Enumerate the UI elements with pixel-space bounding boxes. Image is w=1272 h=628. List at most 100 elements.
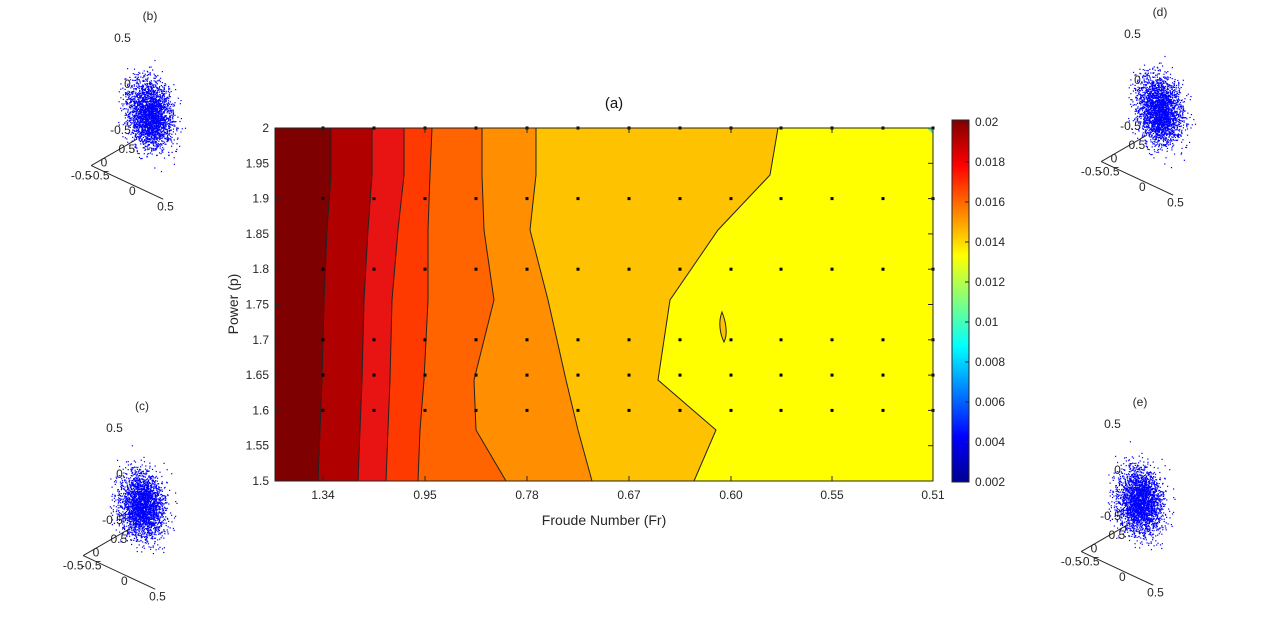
scatter-point — [160, 108, 162, 110]
scatter-point — [155, 82, 158, 84]
sample-point — [474, 408, 478, 412]
scatter-point — [120, 539, 122, 541]
scatter-point — [135, 147, 138, 149]
scatter-point — [168, 89, 170, 91]
scatter-point — [142, 118, 144, 120]
sample-point — [321, 267, 325, 271]
scatter-point — [134, 469, 136, 471]
sample-point — [881, 373, 885, 377]
scatter-point — [157, 509, 159, 511]
scatter-point — [155, 491, 157, 494]
scatter-point — [163, 487, 166, 489]
scatter-point — [129, 114, 131, 116]
scatter-point — [124, 78, 126, 80]
scatter-point — [132, 136, 134, 138]
scatter-point — [153, 119, 156, 121]
scatter-point — [110, 478, 112, 480]
scatter-point — [146, 114, 148, 116]
scatter-point — [168, 134, 171, 136]
scatter-point — [123, 508, 125, 511]
scatter-point — [128, 91, 131, 94]
scatter-point — [142, 493, 144, 496]
scatter-point — [147, 506, 149, 508]
scatter-point — [133, 107, 135, 109]
scatter-point — [129, 116, 131, 118]
scatter-point — [159, 506, 162, 508]
scatter-point — [153, 133, 155, 135]
scatter-point — [142, 474, 144, 477]
scatter-point — [123, 103, 125, 105]
scatter-point — [133, 116, 135, 118]
scatter-point — [150, 511, 152, 513]
scatter-point — [158, 113, 160, 115]
scatter-point — [143, 495, 145, 497]
sample-point — [525, 197, 529, 201]
scatter-point — [155, 515, 157, 517]
scatter-point — [171, 103, 173, 105]
scatter-point — [139, 103, 141, 105]
scatter-point — [113, 522, 116, 524]
sample-point — [779, 267, 783, 271]
scatter-point — [165, 106, 167, 108]
scatter-point — [153, 488, 155, 490]
scatter-point — [148, 106, 150, 108]
scatter-point — [158, 124, 160, 126]
scatter-point — [146, 111, 149, 113]
scatter-point — [140, 466, 142, 468]
scatter-point — [164, 126, 166, 128]
scatter-point — [144, 139, 146, 141]
scatter-point — [148, 485, 150, 487]
scatter-point — [159, 137, 161, 139]
scatter-point — [144, 126, 146, 128]
scatter-point — [144, 531, 146, 533]
scatter-point — [128, 120, 130, 122]
scatter-point — [165, 128, 167, 131]
scatter-point — [141, 529, 143, 532]
scatter-point — [166, 110, 168, 112]
scatter-point — [132, 108, 134, 110]
scatter-point — [160, 96, 162, 99]
scatter-point — [170, 119, 172, 121]
scatter-point — [138, 139, 140, 141]
scatter-point — [155, 116, 157, 118]
scatter-point — [129, 523, 131, 526]
scatter-point — [150, 104, 153, 106]
scatter-point — [145, 91, 147, 93]
scatter-point — [154, 114, 156, 116]
scatter-point — [158, 548, 160, 550]
scatter-point — [162, 98, 164, 100]
scatter-point — [143, 121, 145, 123]
scatter-point — [132, 73, 134, 75]
scatter-point — [160, 516, 162, 518]
scatter-point — [143, 79, 145, 81]
scatter-point — [156, 144, 158, 146]
scatter-point — [176, 148, 178, 150]
scatter-point — [150, 118, 152, 120]
scatter-point — [146, 92, 148, 94]
scatter-point — [124, 108, 126, 110]
scatter-point — [140, 491, 142, 493]
scatter-point — [133, 129, 135, 131]
scatter-point — [154, 485, 156, 487]
scatter-point — [146, 136, 148, 138]
scatter-point — [143, 134, 145, 136]
scatter-point — [159, 118, 161, 120]
scatter-point — [169, 129, 171, 131]
scatter-point — [141, 132, 143, 134]
scatter-point — [134, 97, 136, 99]
scatter-point — [157, 512, 159, 514]
scatter-point — [138, 122, 140, 124]
scatter-point — [152, 139, 154, 141]
scatter-point — [128, 96, 130, 98]
inset-title: (c) — [135, 399, 149, 413]
scatter-point — [143, 510, 145, 512]
scatter-point — [135, 502, 137, 504]
scatter-point — [122, 526, 124, 529]
scatter-point — [161, 532, 163, 534]
scatter-point — [136, 132, 138, 134]
scatter-point — [157, 124, 159, 126]
scatter-point — [144, 497, 146, 500]
scatter-point — [149, 98, 151, 100]
scatter-point — [122, 482, 124, 484]
scatter-point — [161, 499, 164, 501]
